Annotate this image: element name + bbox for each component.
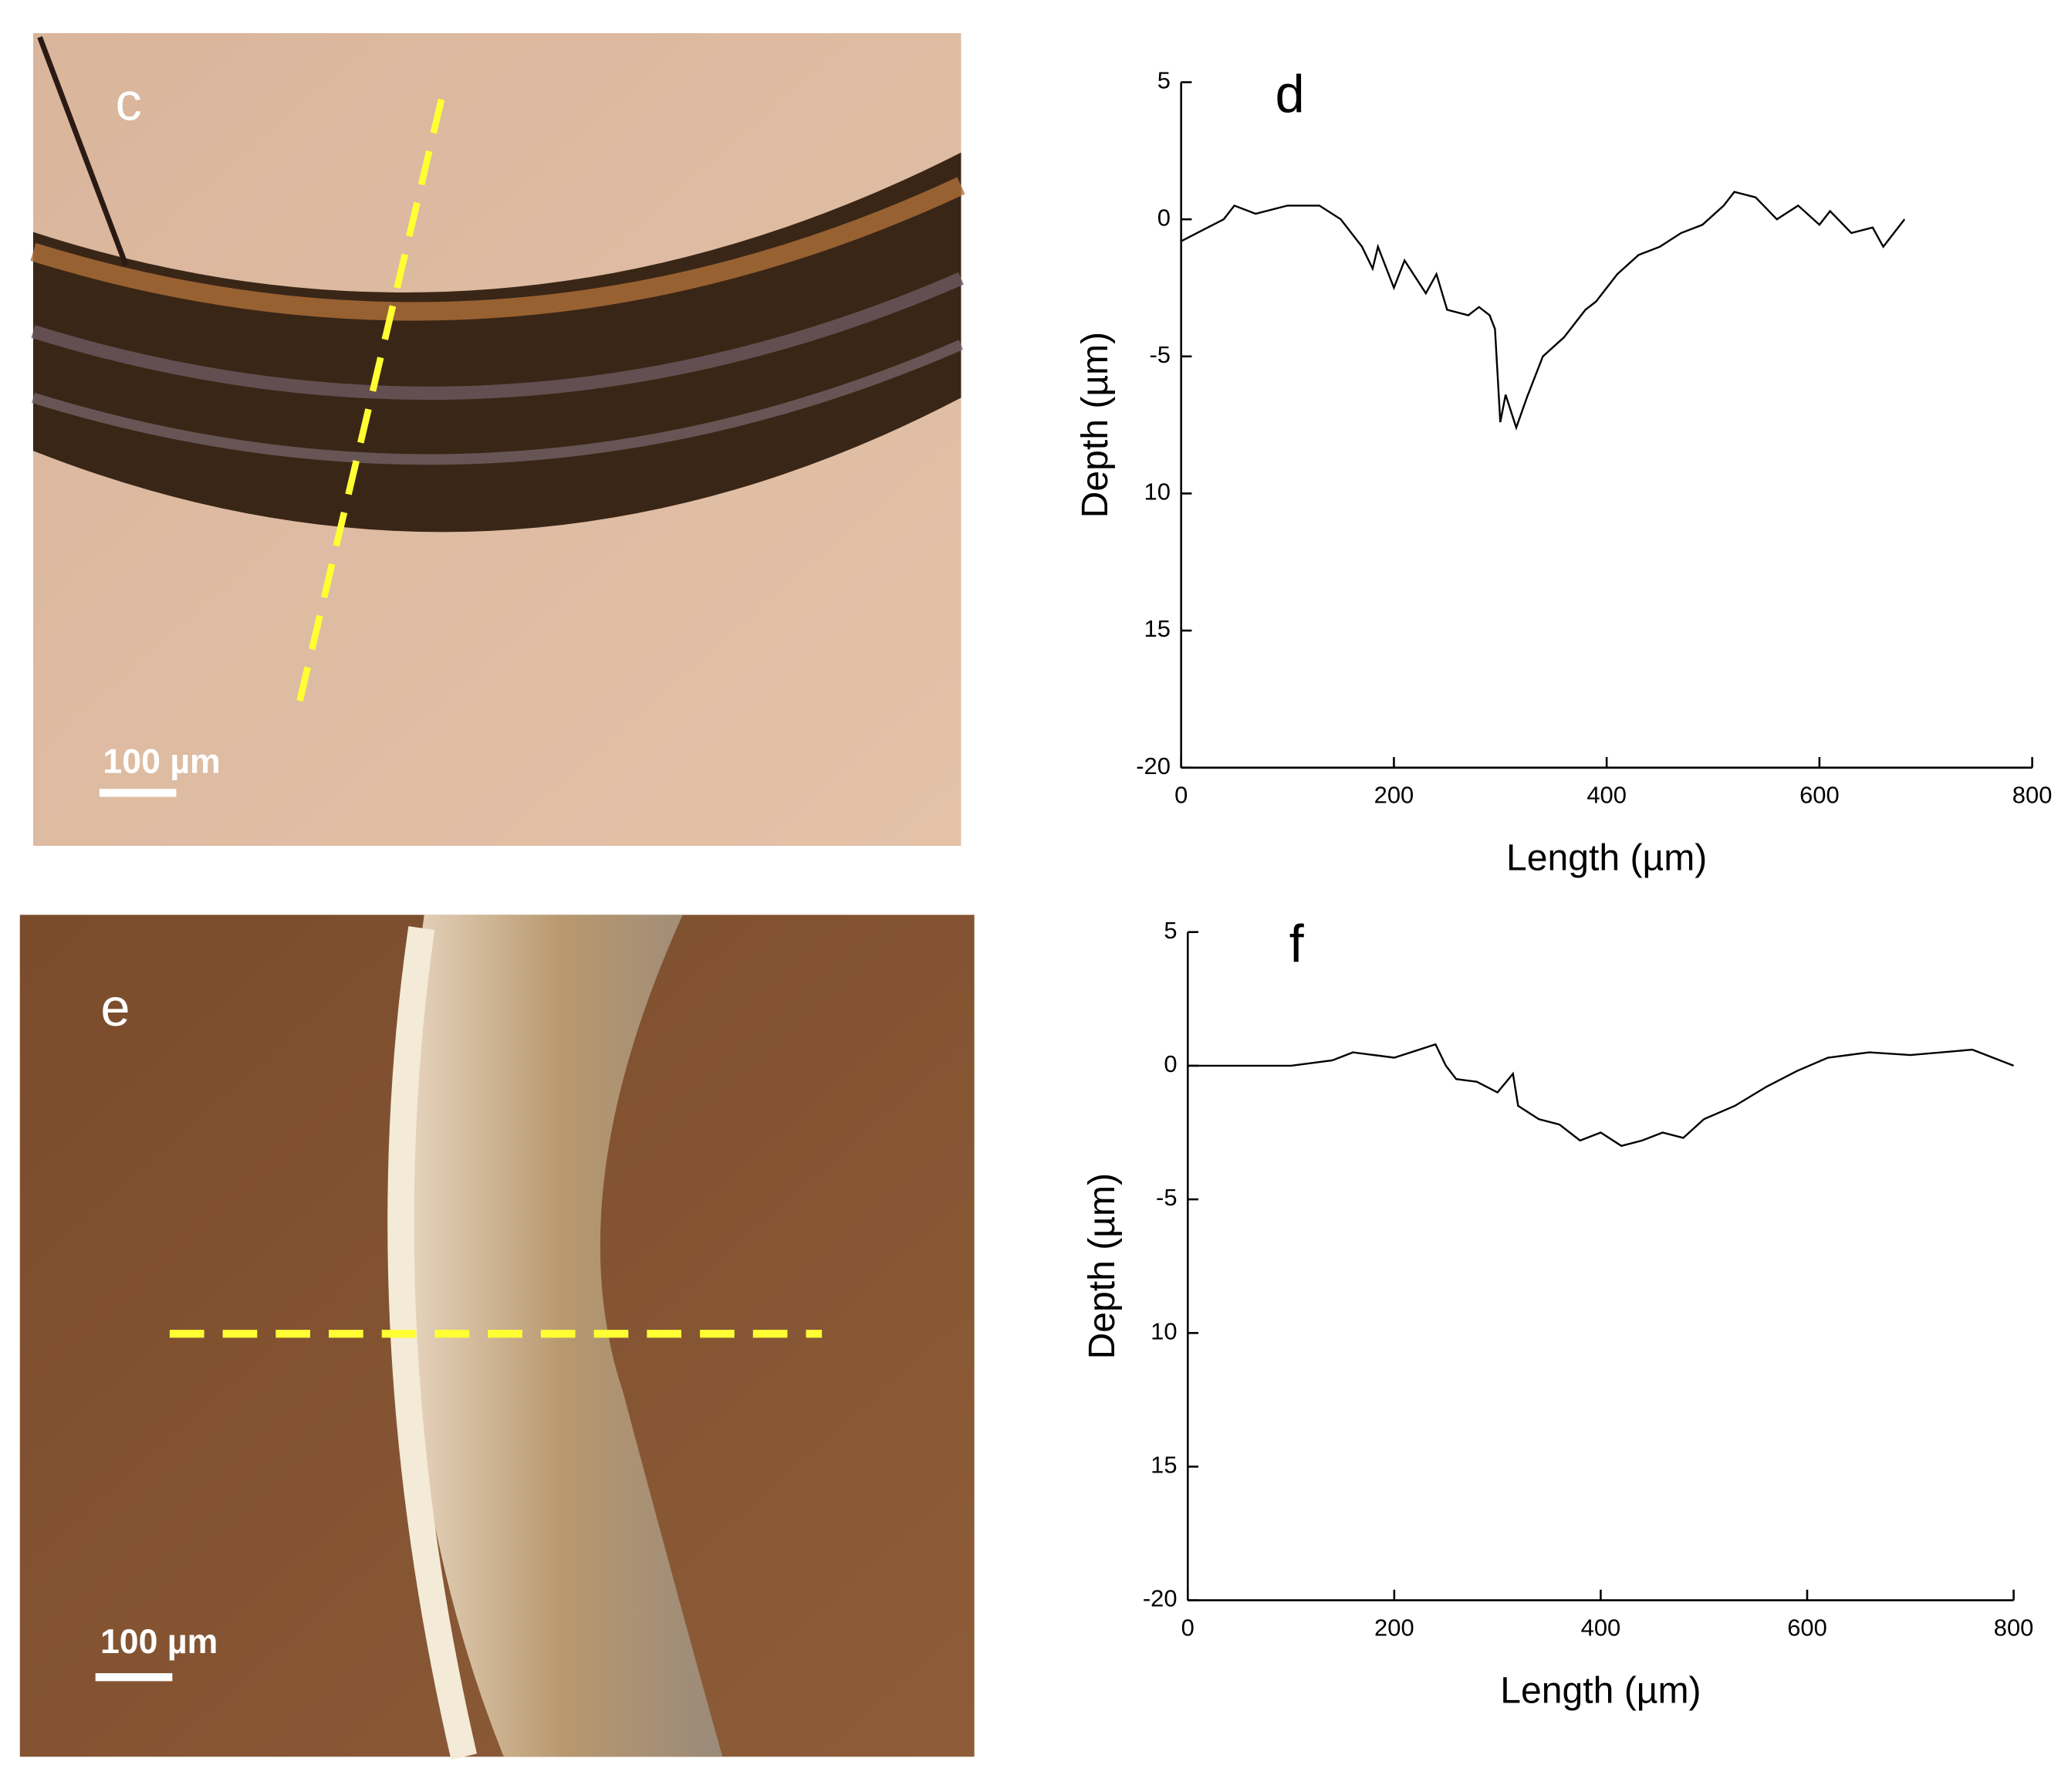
y-tick-label: 10 (1144, 478, 1171, 505)
panel-label: f (1289, 914, 1305, 973)
x-tick-label: 0 (1174, 782, 1188, 809)
y-tick-label: -5 (1156, 1184, 1177, 1211)
panel-label: e (100, 978, 130, 1037)
scale-bar-label: 100 µm (103, 742, 220, 780)
x-tick-label: 400 (1581, 1614, 1621, 1642)
x-axis-label: Length (µm) (1506, 837, 1707, 879)
y-axis-label: Depth (µm) (1081, 1173, 1123, 1360)
x-tick-label: 800 (2012, 782, 2053, 809)
panel-label: c (115, 73, 141, 132)
y-tick-label: -5 (1149, 341, 1170, 368)
micrograph-c (30, 32, 965, 847)
y-tick-label: 5 (1164, 917, 1177, 944)
y-tick-label: -20 (1143, 1585, 1178, 1612)
x-axis-label: Length (µm) (1500, 1670, 1701, 1712)
y-tick-label: 10 (1151, 1317, 1177, 1344)
data-line (1181, 191, 1906, 431)
micrograph-e (19, 915, 975, 1760)
x-tick-label: 800 (1994, 1614, 2034, 1642)
x-tick-label: 400 (1586, 782, 1627, 809)
x-tick-label: 200 (1374, 782, 1414, 809)
y-tick-label: 15 (1151, 1452, 1177, 1479)
y-tick-label: -20 (1136, 752, 1171, 779)
y-axis-label: Depth (µm) (1074, 332, 1116, 519)
x-tick-label: 200 (1374, 1614, 1414, 1642)
y-tick-label: 15 (1144, 615, 1171, 642)
x-tick-label: 600 (1799, 782, 1840, 809)
x-tick-label: 600 (1787, 1614, 1827, 1642)
panel-label: d (1275, 64, 1304, 123)
y-tick-label: 0 (1164, 1050, 1177, 1077)
y-tick-label: 0 (1157, 204, 1171, 231)
scale-bar-label: 100 µm (100, 1623, 218, 1661)
x-tick-label: 0 (1181, 1614, 1195, 1642)
y-tick-label: 5 (1157, 67, 1171, 94)
data-line (1188, 1043, 2014, 1148)
